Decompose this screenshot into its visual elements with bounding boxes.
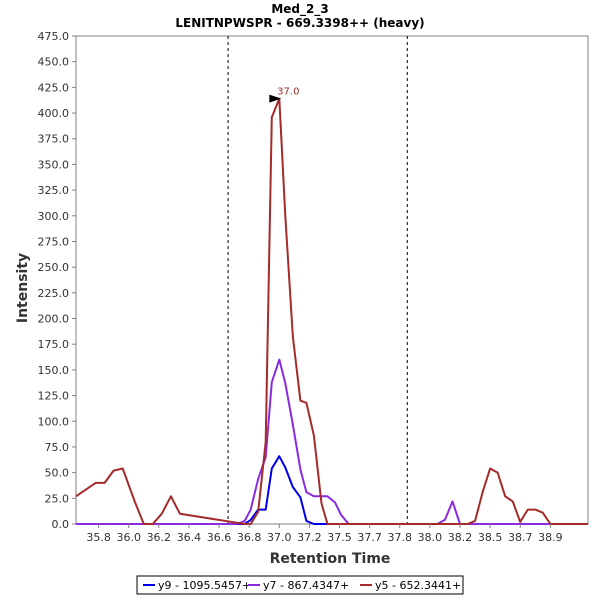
y-tick-label: 100.0 (38, 415, 70, 428)
x-tick-label: 37.2 (297, 531, 322, 544)
y-tick-label: 50.0 (45, 467, 70, 480)
x-tick-label: 36.0 (116, 531, 141, 544)
legend-box (136, 575, 464, 595)
y-tick-label: 225.0 (38, 287, 70, 300)
y-tick-label: 350.0 (38, 158, 70, 171)
legend-label-1: y9 - 1095.5457+ (158, 579, 251, 592)
x-tick-label: 37.0 (267, 531, 292, 544)
y-tick-label: 400.0 (38, 107, 70, 120)
x-tick-label: 38.9 (538, 531, 563, 544)
y-tick-label: 425.0 (38, 81, 70, 94)
y-tick-label: 300.0 (38, 210, 70, 223)
y-axis-label: Intensity (15, 253, 31, 323)
x-tick-label: 36.4 (177, 531, 202, 544)
x-tick-label: 35.8 (86, 531, 111, 544)
y-tick-label: 0.0 (52, 518, 70, 531)
y-tick-label: 175.0 (38, 338, 70, 351)
x-tick-label: 38.2 (448, 531, 473, 544)
x-tick-label: 38.0 (418, 531, 443, 544)
x-tick-label: 37.5 (327, 531, 352, 544)
y-tick-label: 375.0 (38, 133, 70, 146)
x-tick-label: 38.5 (478, 531, 503, 544)
series-line-2 (76, 358, 588, 525)
chart-subtitle: LENITNPWSPR - 669.3398++ (heavy) (175, 16, 424, 30)
y-tick-label: 450.0 (38, 56, 70, 69)
peak-label: 37.0 (277, 87, 299, 98)
series-line-3 (75, 97, 588, 525)
x-tick-label: 38.7 (508, 531, 533, 544)
x-axis-label: Retention Time (270, 551, 391, 567)
legend-label-2: y7 - 867.4347+ (263, 579, 349, 592)
x-tick-label: 37.7 (357, 531, 382, 544)
legend-label-3: y5 - 652.3441+ (375, 579, 461, 592)
y-tick-label: 475.0 (38, 30, 70, 43)
y-tick-label: 125.0 (38, 390, 70, 403)
annotation-layer: 37.0 (269, 87, 299, 103)
legend: y9 - 1095.5457+ y7 - 867.4347+ y5 - 652.34… (136, 575, 464, 595)
y-tick-label: 200.0 (38, 313, 70, 326)
x-axis: 35.8 36.0 36.2 36.4 36.6 36.8 37.0 37.2 37.5 37.7… (86, 524, 563, 544)
y-tick-label: 275.0 (38, 235, 70, 248)
x-tick-label: 36.2 (147, 531, 172, 544)
y-tick-label: 25.0 (45, 492, 70, 505)
y-tick-label: 250.0 (38, 261, 70, 274)
series-layer (75, 97, 588, 525)
y-tick-label: 325.0 (38, 184, 70, 197)
y-axis: 0.0 25.0 50.0 75.0 100.0 125.0 150.0 175.0 200.0… (38, 30, 76, 531)
chart-title: Med_2_3 (271, 2, 328, 17)
x-tick-label: 36.8 (237, 531, 262, 544)
y-tick-label: 150.0 (38, 364, 70, 377)
x-tick-label: 36.6 (207, 531, 232, 544)
peak-marker (269, 94, 282, 103)
y-tick-label: 75.0 (45, 441, 70, 454)
x-tick-label: 37.8 (388, 531, 413, 544)
